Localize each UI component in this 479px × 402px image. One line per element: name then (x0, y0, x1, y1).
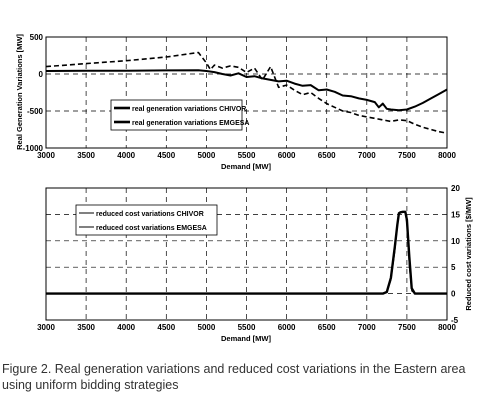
x-tick-label: 7000 (358, 151, 376, 160)
legend-label-emgesa-cost: reduced cost variations EMGESA (96, 225, 207, 232)
y-tick-label: -500 (27, 107, 44, 116)
y-tick-label: 15 (451, 210, 460, 219)
y-tick-label: -1000 (23, 144, 44, 153)
x-tick-label: 4500 (157, 151, 175, 160)
series-line-emgesa (46, 211, 447, 295)
legend-label-chivor-cost: reduced cost variations CHIVOR (96, 211, 204, 218)
y-axis-label-bottom: Reduced cost variations [$/MW] (464, 197, 473, 311)
x-tick-label: 7500 (398, 151, 416, 160)
y-tick-label: 500 (30, 33, 44, 42)
series-line-chivor (45, 69, 448, 112)
y-tick-label: -5 (451, 316, 459, 325)
y-tick-label: 0 (39, 70, 44, 79)
x-tick-label: 3500 (77, 151, 95, 160)
x-tick-labels-top: 3000 3500 4000 4500 5000 5500 6000 6500 7000 7500… (37, 151, 456, 160)
y-tick-label: 10 (451, 237, 460, 246)
y-tick-label: 0 (451, 290, 456, 299)
legend-label-chivor: real generation variations CHIVOR (132, 106, 246, 113)
y-tick-labels-bottom: -5 0 5 10 15 20 (451, 184, 460, 325)
x-tick-label: 8000 (438, 151, 456, 160)
x-tick-label: 3000 (37, 323, 55, 332)
chart-bottom: 3000 3500 4000 4500 5000 5500 6000 6500 7000 7500… (37, 184, 473, 343)
series-group-bottom (46, 210, 447, 295)
legend-label-emgesa: real generation variations EMGESA (132, 120, 249, 127)
y-tick-label: 20 (451, 184, 460, 193)
x-tick-labels-bottom: 3000 3500 4000 4500 5000 5500 6000 6500 7000 7500… (37, 323, 456, 332)
x-tick-label: 4000 (117, 323, 135, 332)
x-tick-label: 6000 (278, 323, 296, 332)
legend-bottom: reduced cost variations CHIVOR reduced c… (75, 204, 218, 236)
x-tick-label: 7000 (358, 323, 376, 332)
x-tick-label: 5500 (238, 323, 256, 332)
x-tick-label: 3000 (37, 151, 55, 160)
legend-box-top (110, 99, 243, 131)
legend-top: real generation variations CHIVOR real g… (110, 99, 249, 131)
figure-caption: Figure 2. Real generation variations and… (2, 362, 466, 392)
x-axis-label-top: Demand [MW] (221, 162, 271, 171)
series-group-top (45, 51, 448, 134)
x-tick-label: 5000 (198, 323, 216, 332)
x-tick-label: 4000 (117, 151, 135, 160)
x-tick-label: 6500 (318, 151, 336, 160)
x-tick-label: 7500 (398, 323, 416, 332)
x-tick-label: 8000 (438, 323, 456, 332)
x-tick-label: 6500 (318, 323, 336, 332)
y-axis-label-top: Real Generation Variations [MW] (15, 34, 24, 150)
legend-box-bottom (75, 204, 218, 236)
x-tick-label: 5500 (238, 151, 256, 160)
x-tick-label: 5000 (198, 151, 216, 160)
x-tick-label: 6000 (278, 151, 296, 160)
x-tick-label: 4500 (157, 323, 175, 332)
x-tick-label: 3500 (77, 323, 95, 332)
x-axis-label-bottom: Demand [MW] (221, 334, 271, 343)
chart-top: 3000 3500 4000 4500 5000 5500 6000 6500 7000 7500… (15, 33, 456, 171)
y-tick-label: 5 (451, 263, 456, 272)
y-tick-labels-top: -1000 -500 0 500 (23, 33, 44, 153)
